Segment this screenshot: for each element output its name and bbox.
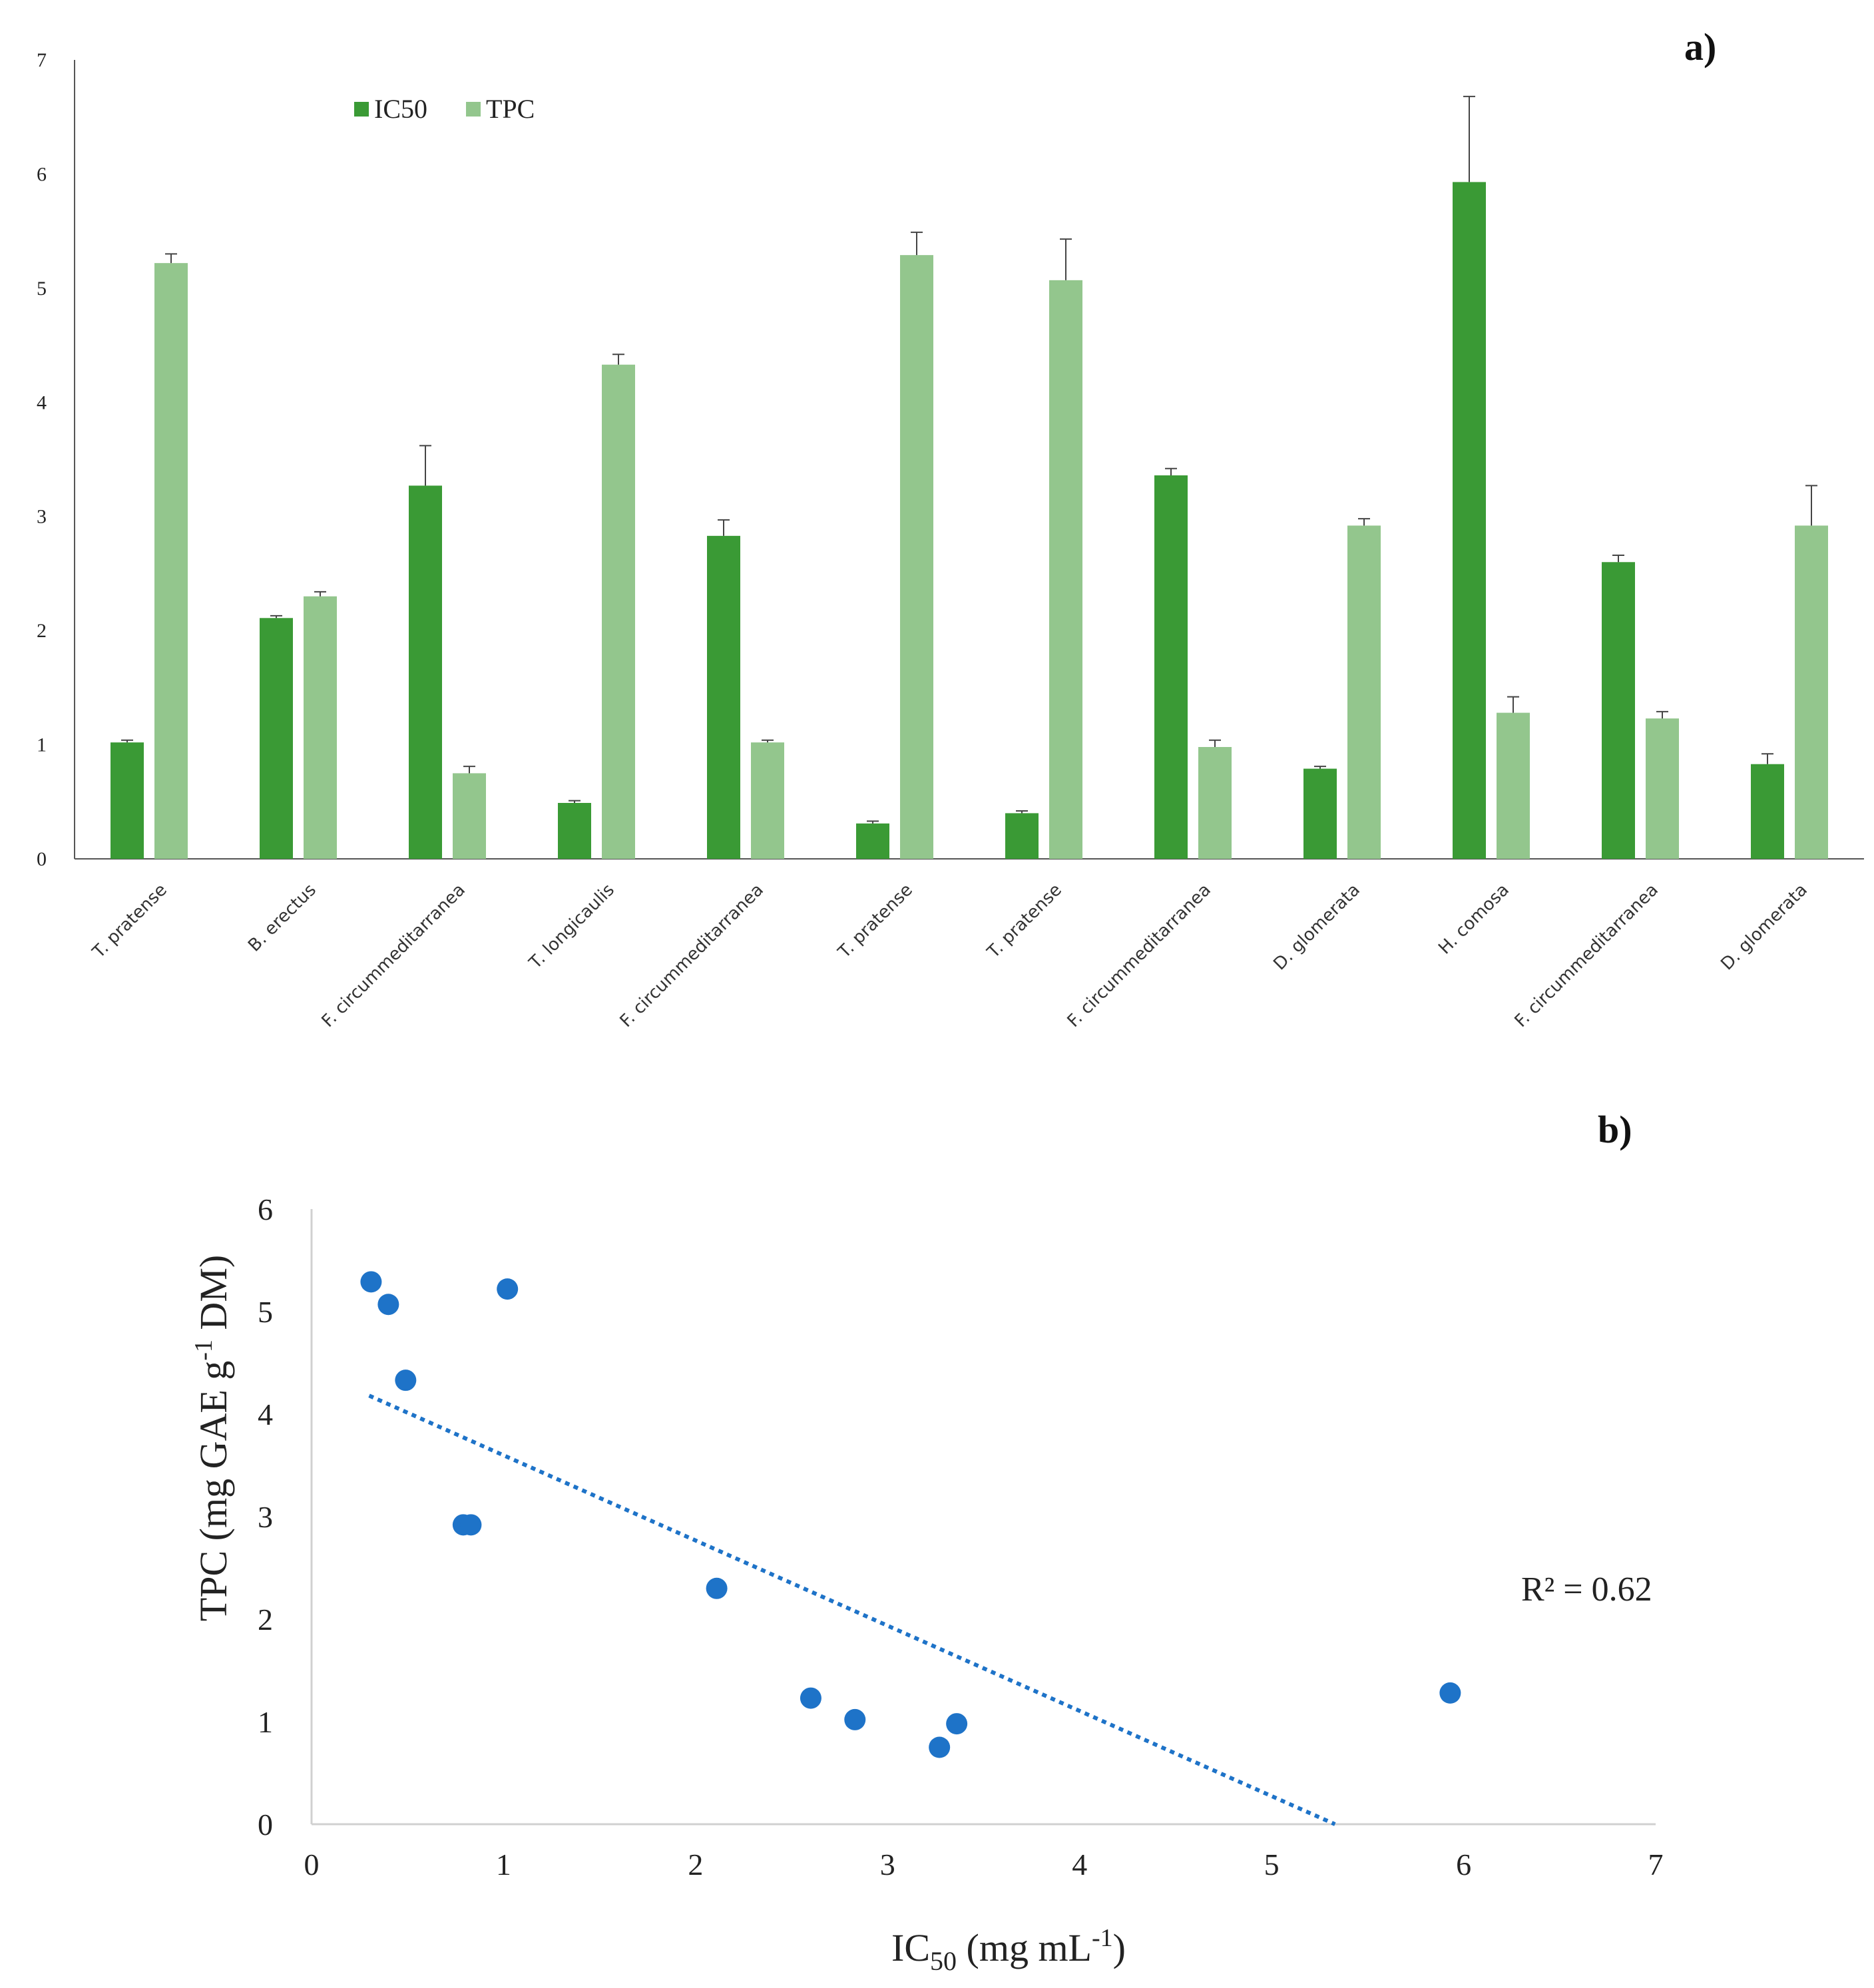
- y-tick-label-b: 1: [258, 1705, 273, 1739]
- y-tick-label-b: 3: [258, 1500, 273, 1534]
- legend-a: IC50 TPC: [354, 94, 535, 124]
- bar-tpc-9: [1347, 525, 1381, 859]
- bar-ic50-7: [1005, 813, 1039, 859]
- scatter-chart-panel-b: b) 0 1 2 3 4 5 6 7 0 1 2 3 4 5 6 R² = 0.62 IC50 (mg mL…: [190, 1108, 1664, 1976]
- x-tick-label-b: 4: [1072, 1848, 1087, 1881]
- scatter-point-1: [497, 1278, 519, 1300]
- trendline: [368, 1393, 1336, 1826]
- y-tick-label-a: 4: [37, 391, 47, 413]
- x-tick-label-b: 5: [1264, 1848, 1280, 1881]
- y-tick-label-b: 0: [258, 1808, 273, 1842]
- scatter-point-12: [460, 1514, 482, 1536]
- bar-chart-panel-a: a) IC50 TPC 0 1 2 3 4 5 6 7 T. pratense B. erectu…: [37, 25, 1864, 1031]
- scatter-point-8: [946, 1713, 968, 1735]
- category-label-7: T. pratense: [983, 880, 1066, 963]
- bar-tpc-7: [1049, 280, 1082, 859]
- bar-tpc-1: [154, 263, 188, 860]
- bar-tpc-10: [1497, 712, 1530, 859]
- bar-ic50-8: [1154, 475, 1188, 859]
- bar-ic50-5: [707, 535, 740, 859]
- bar-tpc-2: [304, 596, 337, 859]
- scatter-point-7: [377, 1294, 399, 1316]
- y-tick-label-b: 4: [258, 1397, 273, 1431]
- bar-ic50-4: [558, 803, 591, 859]
- bar-tpc-12: [1795, 525, 1828, 859]
- x-tick-label-b: 1: [496, 1848, 511, 1881]
- bar-ic50-12: [1751, 764, 1784, 859]
- y-axis-title: TPC (mg GAE g-1 DM): [190, 1255, 235, 1621]
- bar-ic50-6: [856, 823, 889, 859]
- scatter-point-6: [360, 1271, 382, 1293]
- axes-b: 0 1 2 3 4 5 6 7 0 1 2 3 4 5 6: [258, 1192, 1664, 1881]
- y-tick-label-a: 6: [37, 163, 47, 185]
- bar-tpc-3: [453, 773, 486, 859]
- legend-label-tpc: TPC: [486, 94, 535, 124]
- category-label-5: F. circummeditarranea: [616, 880, 768, 1031]
- category-label-9: D. glomerata: [1270, 880, 1364, 975]
- legend-swatch-tpc: [466, 102, 481, 117]
- category-label-11: F. circummeditarranea: [1511, 880, 1662, 1031]
- bar-tpc-11: [1646, 718, 1679, 859]
- bar-tpc-4: [602, 364, 635, 859]
- bar-ic50-9: [1303, 768, 1337, 859]
- y-tick-label-a: 2: [37, 620, 47, 642]
- category-label-8: F. circummeditarranea: [1064, 880, 1215, 1031]
- panel-label-b: b): [1598, 1108, 1632, 1151]
- x-tick-label-b: 3: [880, 1848, 895, 1881]
- bar-ic50-3: [409, 485, 442, 859]
- scatter-point-3: [929, 1736, 951, 1758]
- bar-ic50-1: [111, 742, 144, 859]
- category-label-12: D. glomerata: [1717, 880, 1811, 975]
- panel-label-a: a): [1684, 25, 1716, 69]
- y-tick-label-a: 5: [37, 278, 47, 300]
- x-tick-label-b: 2: [688, 1848, 703, 1881]
- x-tick-label-b: 7: [1648, 1848, 1664, 1881]
- scatter-point-11: [800, 1687, 821, 1709]
- bar-tpc-5: [751, 742, 784, 859]
- bar-ic50-10: [1453, 182, 1486, 859]
- category-label-6: T. pratense: [834, 880, 917, 963]
- y-tick-label-a: 0: [37, 848, 47, 870]
- y-tick-label-a: 1: [37, 734, 47, 756]
- x-tick-label-b: 0: [304, 1848, 320, 1881]
- scatter-point-10: [1439, 1682, 1461, 1704]
- bar-ic50-2: [260, 618, 293, 859]
- category-label-3: F. circummeditarranea: [318, 880, 469, 1031]
- scatter-point-5: [844, 1708, 866, 1730]
- scatter-point-2: [706, 1577, 728, 1599]
- bar-ic50-11: [1602, 562, 1635, 859]
- scatter-point-4: [395, 1369, 417, 1391]
- bar-tpc-6: [900, 255, 933, 860]
- bar-tpc-8: [1198, 747, 1232, 859]
- points-b: [360, 1271, 1461, 1826]
- category-label-2: B. erectus: [244, 880, 320, 956]
- legend-swatch-ic50: [354, 102, 369, 117]
- legend-label-ic50: IC50: [374, 94, 427, 124]
- r-squared-annotation: R² = 0.62: [1521, 1571, 1652, 1609]
- y-tick-label-a: 7: [37, 49, 47, 71]
- y-tick-label-a: 3: [37, 506, 47, 528]
- category-label-10: H. comosa: [1435, 880, 1513, 959]
- y-tick-label-b: 6: [258, 1192, 273, 1226]
- y-tick-label-b: 5: [258, 1295, 273, 1329]
- x-axis-title: IC50 (mg mL-1): [891, 1924, 1126, 1976]
- category-label-1: T. pratense: [89, 880, 171, 963]
- x-tick-label-b: 6: [1456, 1848, 1471, 1881]
- category-label-4: T. longicaulis: [525, 880, 618, 973]
- y-tick-label-b: 2: [258, 1603, 273, 1636]
- bars-a: [111, 95, 1828, 860]
